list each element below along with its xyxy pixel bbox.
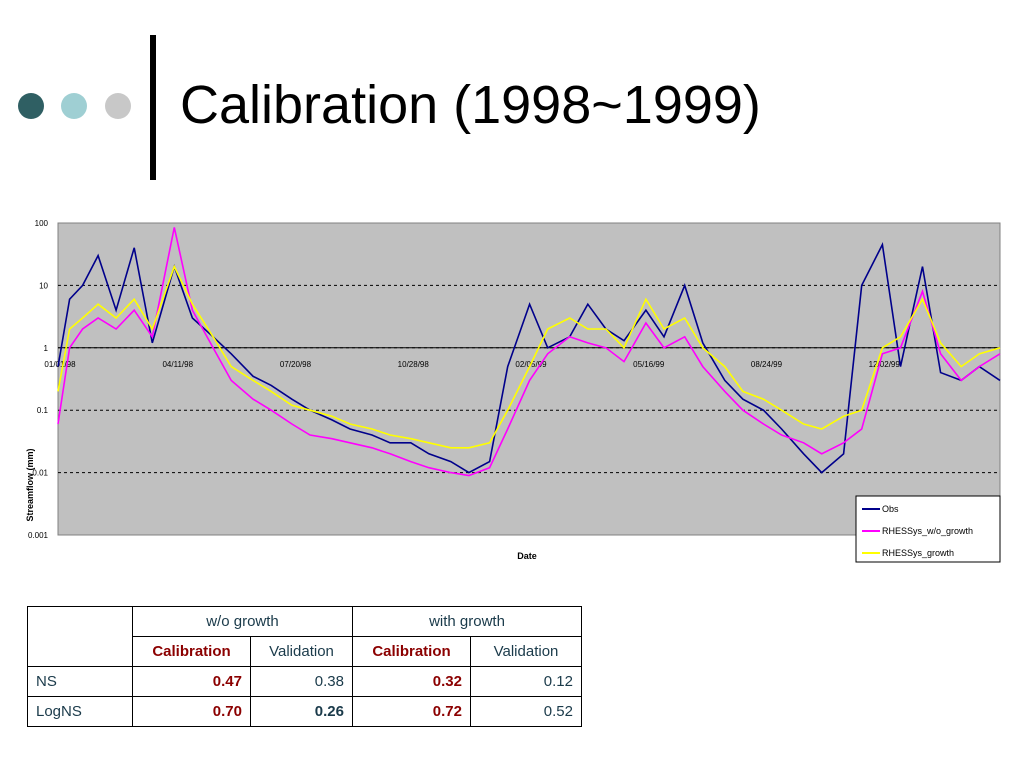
bullet-dot xyxy=(61,93,87,119)
x-tick-label: 08/24/99 xyxy=(751,360,783,369)
chart-legend: Obs RHESSys_w/o_growth RHESSys_growth xyxy=(855,495,1001,563)
column-header: Validation xyxy=(470,636,582,667)
series-line xyxy=(57,241,1001,474)
slide-title: Calibration (1998~1999) xyxy=(180,75,761,135)
x-tick-label: 05/16/99 xyxy=(633,360,665,369)
x-tick-label: 07/20/98 xyxy=(280,360,312,369)
table-corner-cell xyxy=(27,606,133,667)
x-tick-label: 04/11/98 xyxy=(162,360,193,369)
results-table: w/o growth with growth Calibration Valid… xyxy=(27,606,582,727)
legend-label: RHESSys_growth xyxy=(882,548,954,558)
table-cell: 0.72 xyxy=(352,696,471,727)
table-row: LogNS 0.70 0.26 0.72 0.52 xyxy=(27,696,582,727)
column-header: Validation xyxy=(250,636,353,667)
row-label: LogNS xyxy=(27,696,133,727)
y-tick-label: 100 xyxy=(35,219,49,228)
y-tick-label: 0.01 xyxy=(32,469,48,478)
legend-label: Obs xyxy=(882,504,899,514)
streamflow-chart: 100 10 1 0.1 0.01 0.001 01/01/98 04/11/98 07/20… xyxy=(25,219,1001,563)
title-divider xyxy=(150,35,156,180)
y-tick-label: 1 xyxy=(44,344,49,353)
column-header: Calibration xyxy=(132,636,251,667)
series-line xyxy=(57,264,1001,449)
table-cell: 0.70 xyxy=(132,696,251,727)
bullet-dot xyxy=(18,93,44,119)
table-row: NS 0.47 0.38 0.32 0.12 xyxy=(27,666,582,697)
x-axis-label: Date xyxy=(517,551,537,561)
x-tick-label: 10/28/98 xyxy=(398,360,430,369)
bullet-dot xyxy=(105,93,131,119)
group-header: w/o growth xyxy=(132,606,353,637)
table-cell: 0.47 xyxy=(132,666,251,697)
table-cell: 0.32 xyxy=(352,666,471,697)
y-tick-label: 10 xyxy=(39,281,48,290)
legend-label: RHESSys_w/o_growth xyxy=(882,526,973,536)
table-cell: 0.12 xyxy=(470,666,582,697)
y-tick-label: 0.1 xyxy=(37,406,49,415)
row-label: NS xyxy=(27,666,133,697)
x-tick-label: 01/01/98 xyxy=(44,360,76,369)
plot-area xyxy=(57,222,1001,536)
group-header: with growth xyxy=(352,606,582,637)
table-cell: 0.52 xyxy=(470,696,582,727)
series-line xyxy=(57,227,1001,477)
column-header: Calibration xyxy=(352,636,471,667)
table-cell: 0.26 xyxy=(250,696,353,727)
x-tick-label: 12/02/99 xyxy=(869,360,901,369)
y-tick-label: 0.001 xyxy=(28,531,49,540)
y-axis-label: Streamflow (mm) xyxy=(25,448,35,521)
table-cell: 0.38 xyxy=(250,666,353,697)
